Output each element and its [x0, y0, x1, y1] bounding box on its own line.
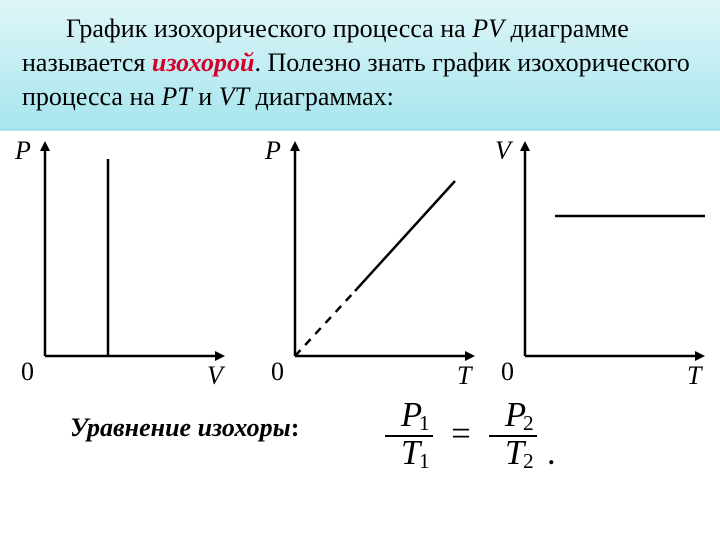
svg-text:2: 2 — [523, 449, 534, 473]
svg-text:.: . — [547, 434, 556, 472]
svg-text:T: T — [687, 361, 703, 390]
svg-text:1: 1 — [419, 449, 430, 473]
equation-label-text: Уравнение изохоры — [70, 413, 291, 442]
keyword-isochore: изохорой — [152, 48, 255, 77]
svg-text:P: P — [14, 136, 31, 165]
svg-text:0: 0 — [501, 357, 514, 386]
svg-text:1: 1 — [419, 411, 430, 435]
equation-row: Уравнение изохоры: P1T1=P2T2. — [0, 391, 720, 481]
equation-label: Уравнение изохоры: — [70, 413, 299, 443]
equation-label-colon: : — [291, 413, 300, 442]
svg-text:=: = — [451, 415, 471, 453]
svg-text:P: P — [264, 136, 281, 165]
svg-text:0: 0 — [271, 357, 284, 386]
svg-text:2: 2 — [523, 411, 534, 435]
svg-text:V: V — [495, 136, 514, 165]
equation-formula: P1T1=P2T2. — [380, 391, 700, 481]
diagram-panel: PV0PT0VT0 — [0, 131, 720, 391]
svg-text:0: 0 — [21, 357, 34, 386]
svg-text:V: V — [207, 361, 226, 390]
explanatory-paragraph: График изохорического процесса на PV диа… — [0, 0, 720, 131]
svg-text:T: T — [457, 361, 473, 390]
